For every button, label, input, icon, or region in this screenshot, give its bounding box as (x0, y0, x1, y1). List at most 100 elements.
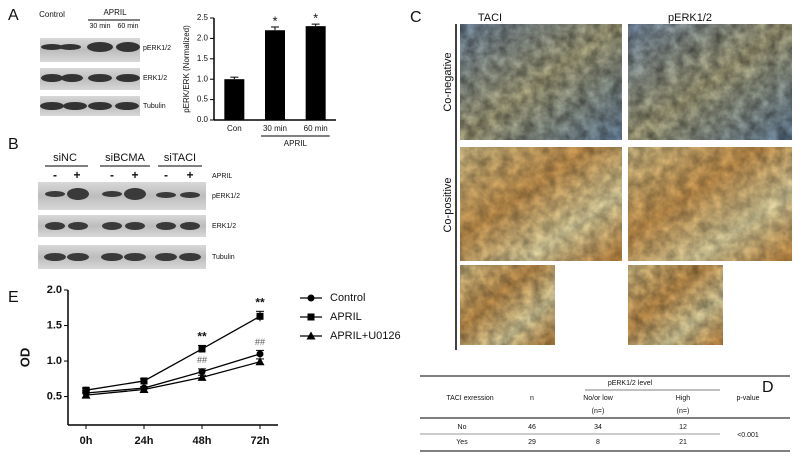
band-label: Tubulin (143, 103, 166, 110)
cell: 8 (596, 439, 600, 446)
header-cell: n (530, 395, 534, 402)
y-axis-label: pERK/ERK (Normalized) (182, 25, 191, 113)
y-tick-label: 0.5 (47, 390, 62, 402)
cell: 12 (679, 424, 687, 431)
bar (224, 79, 245, 120)
bar (305, 26, 326, 120)
sign: + (186, 168, 193, 182)
annotation: ## (197, 355, 207, 365)
sign: + (73, 168, 80, 182)
legend-marker (307, 313, 315, 321)
header-cell: No/or low (583, 395, 614, 402)
legend-label: APRIL (330, 311, 362, 323)
band-label: ERK1/2 (143, 75, 167, 82)
cell: Yes (456, 439, 468, 446)
bands (44, 188, 201, 261)
panel-label: B (8, 136, 19, 153)
group-label: siTACI (164, 152, 196, 164)
point (198, 345, 206, 353)
blot-strip (38, 182, 206, 210)
table: TACI exression n pERK1/2 level No/or low… (420, 375, 790, 452)
cell: <0.001 (737, 432, 759, 439)
blot-a: Control APRIL 30 min 60 min pERK1/2 ERK1… (39, 8, 171, 116)
group-label: Control (39, 10, 65, 19)
x-tick-label: Con (227, 124, 242, 133)
point (140, 377, 148, 385)
x-tick-label: 0h (80, 435, 93, 447)
ihc-panel: TACI pERK1/2 Co-negative Co-positive (442, 12, 792, 350)
annotation: ** (197, 330, 207, 344)
y-tick-label: 1.5 (47, 319, 62, 331)
point (256, 312, 264, 320)
point (256, 350, 264, 358)
annotation: * (272, 13, 277, 28)
cell: 46 (528, 424, 536, 431)
header-cell: pERK1/2 level (608, 380, 653, 387)
y-tick-label: 2.0 (47, 284, 62, 296)
x-tick-label: 24h (135, 435, 154, 447)
header-cell: TACI exression (446, 395, 493, 402)
header-cell: High (676, 395, 691, 402)
sign: + (131, 168, 138, 182)
panel-label: E (8, 289, 19, 306)
cell: 21 (679, 439, 687, 446)
x-tick-label: 60 min (304, 124, 328, 133)
y-tick-label: 2.5 (197, 13, 209, 22)
sign: - (110, 168, 114, 182)
legend-marker (306, 331, 316, 340)
header-cell: p-value (737, 395, 760, 402)
sign: - (53, 168, 57, 182)
legend-marker (307, 294, 315, 302)
panel-label: C (410, 9, 422, 26)
panel-label: A (8, 7, 19, 24)
legend-label: APRIL+U0126 (330, 330, 401, 342)
y-tick-label: 0.5 (197, 95, 209, 104)
panel-label: D (762, 379, 774, 396)
group-label: APRIL (103, 8, 127, 17)
column-label: TACI (478, 12, 502, 24)
point (255, 357, 265, 366)
point (81, 390, 91, 399)
row-label: Co-positive (442, 177, 454, 232)
group-label: siBCMA (105, 152, 145, 164)
bands (40, 42, 140, 110)
series-line (85, 361, 261, 396)
y-tick-label: 1.0 (47, 355, 62, 367)
band-label: pERK1/2 (212, 193, 240, 200)
row-label: Co-negative (442, 52, 454, 111)
annotation: * (313, 11, 318, 26)
annotation: ## (255, 337, 265, 347)
y-tick-label: 0.0 (197, 115, 209, 124)
group-label: siNC (53, 152, 77, 164)
x-tick-label: 72h (251, 435, 270, 447)
point (197, 372, 207, 381)
treatment-label: APRIL (212, 173, 232, 180)
cell: 29 (528, 439, 536, 446)
band-label: Tubulin (212, 254, 235, 261)
cell: 34 (594, 424, 602, 431)
point (82, 386, 90, 394)
legend-label: Control (330, 292, 365, 304)
header-cell: (n=) (592, 408, 605, 415)
header-cell: (n=) (677, 408, 690, 415)
time-label: 30 min (89, 23, 110, 30)
y-tick-label: 2.0 (197, 34, 209, 43)
series-line (85, 315, 261, 391)
sign: - (164, 168, 168, 182)
point (139, 384, 149, 393)
x-tick-label: 30 min (263, 124, 287, 133)
micrographs (460, 24, 792, 345)
y-tick-label: 1.0 (197, 74, 209, 83)
blot-b: siNC siBCMA siTACI - + - + - + APRIL pER… (38, 152, 240, 269)
y-axis-label: OD (17, 348, 32, 368)
column-label: pERK1/2 (668, 12, 712, 24)
group-label: APRIL (284, 139, 308, 148)
bar (265, 30, 285, 121)
band-label: ERK1/2 (212, 223, 236, 230)
point (198, 368, 206, 376)
x-tick-label: 48h (193, 435, 212, 447)
cell: No (458, 424, 467, 431)
time-label: 60 min (117, 23, 138, 30)
band-label: pERK1/2 (143, 45, 171, 52)
